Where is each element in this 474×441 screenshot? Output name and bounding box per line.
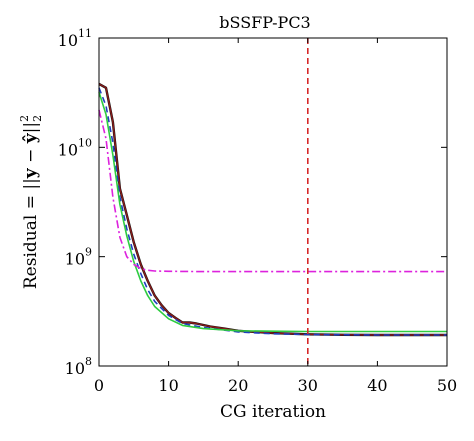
y-axis-label-y: y: [21, 167, 41, 179]
x-tick-label: 50: [437, 376, 457, 395]
series-line-1: [98, 82, 447, 337]
plot-frame: [98, 37, 448, 367]
y-tick-label: 108: [65, 355, 92, 378]
series-line-3: [98, 87, 447, 336]
y-axis-label-yhat: ŷ: [21, 132, 41, 144]
chart-title: bSSFP-PC3: [219, 13, 310, 32]
plot-lines: [98, 38, 447, 366]
y-axis-label: Residual = ||y − ŷ||22: [18, 115, 44, 289]
y-tick-label: 1011: [58, 27, 92, 50]
series-line-4: [98, 91, 447, 333]
x-axis-label: CG iteration: [220, 402, 326, 422]
x-tick-label: 40: [367, 376, 387, 395]
x-tick-label: 30: [298, 376, 318, 395]
y-axis-label-norm-open: ||: [21, 178, 41, 189]
series-line-2: [98, 83, 447, 336]
x-tick-label: 20: [228, 376, 248, 395]
y-axis-label-prefix: Residual =: [21, 190, 41, 289]
y-axis-label-minus: −: [21, 143, 41, 168]
y-axis-ticks: 108 109 1010 1011: [58, 27, 447, 378]
y-axis-label-subscript: 2: [31, 115, 44, 122]
y-tick-label: 1010: [58, 136, 92, 159]
series-line-5: [98, 109, 447, 273]
x-tick-label: 10: [158, 376, 178, 395]
x-axis-ticks: 0 10 20 30 40 50: [94, 38, 457, 395]
x-tick-label: 0: [94, 376, 104, 395]
y-axis-label-norm-close: ||: [21, 122, 41, 133]
y-tick-label: 109: [65, 246, 92, 269]
y-axis-label-superscript: 2: [18, 115, 31, 122]
